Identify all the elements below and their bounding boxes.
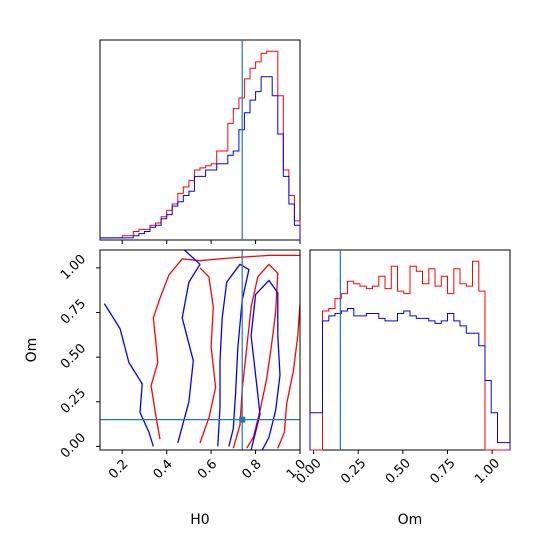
h0-histogram-panel: [99, 39, 301, 244]
contour-line-1: [277, 303, 300, 449]
om-hist-tick-label: 1.00: [472, 456, 503, 487]
om-axis-ticks: 0.00 0.25 0.50 0.75 1.00: [58, 252, 100, 461]
h0-tick-label: 0.8: [239, 457, 264, 482]
contour-line-4: [103, 303, 154, 447]
h0-hist-series-0: [99, 50, 301, 240]
om-tick-label: 0.25: [58, 386, 89, 417]
om-histogram-ticks: 0.00 0.25 0.50 0.75 1.00: [294, 450, 503, 487]
contour-lines: [103, 250, 300, 450]
om-tick-label: 0.00: [58, 430, 89, 461]
h0-histogram-series: [99, 50, 301, 240]
contour-line-7: [250, 279, 281, 450]
om-hist-tick-label: 0.25: [338, 456, 369, 487]
om-tick-label: 0.50: [58, 341, 89, 372]
h0-tick-label: 0.4: [151, 457, 176, 482]
om-tick-label: 0.75: [58, 296, 89, 327]
h0-om-contour-panel: 0.2 0.4 0.6 0.8 1.0 0.000.250.500.751.00 H0 …: [24, 249, 309, 528]
om-axis-label-left: Om: [24, 338, 40, 363]
h0-histogram-ticks: [121, 240, 301, 244]
contour-line-3: [232, 263, 279, 449]
h0-tick-label: 0.2: [106, 457, 131, 482]
om-axis-label-bottom: Om: [398, 512, 423, 528]
h0-histogram-frame: [99, 39, 301, 241]
om-histogram-series: [309, 260, 511, 451]
om-tick-label: 1.00: [58, 252, 89, 283]
om-hist-series-1: [309, 308, 511, 450]
contour-line-0: [150, 254, 300, 440]
om-histogram-panel: 0.00 0.25 0.50 0.75 1.00 Om: [294, 249, 511, 528]
truth-marker: [239, 416, 246, 423]
h0-axis-label: H0: [190, 512, 209, 528]
om-hist-tick-label: 0.75: [427, 456, 458, 487]
h0-axis-ticks: 0.2 0.4 0.6 0.8 1.0: [106, 450, 309, 482]
contour-line-6: [217, 263, 250, 447]
om-hist-series-0: [310, 260, 510, 451]
contour-frame: [99, 249, 301, 451]
h0-tick-label: 0.6: [195, 457, 220, 482]
contour-line-2: [199, 267, 217, 444]
om-hist-tick-label: 0.50: [383, 456, 414, 487]
h0-hist-series-1: [99, 76, 301, 240]
contour-line-5: [177, 250, 201, 444]
